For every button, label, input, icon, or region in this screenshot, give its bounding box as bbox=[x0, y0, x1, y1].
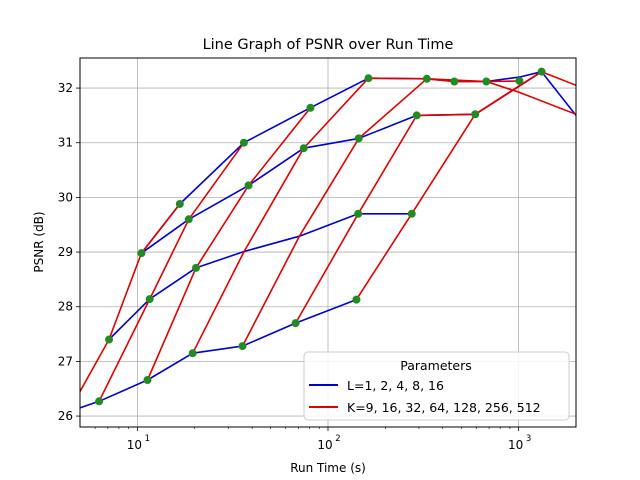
data-point bbox=[143, 375, 152, 384]
legend-label-k: K=9, 16, 32, 64, 128, 256, 512 bbox=[347, 400, 541, 415]
x-axis-label: Run Time (s) bbox=[290, 461, 366, 475]
legend-box bbox=[303, 351, 570, 421]
legend-title: Parameters bbox=[400, 358, 472, 373]
data-point bbox=[145, 295, 154, 304]
x-tick-label: 10 bbox=[127, 438, 142, 452]
y-tick-label: 32 bbox=[58, 81, 73, 95]
x-tick-exponent: 3 bbox=[526, 434, 531, 444]
data-point bbox=[299, 144, 308, 153]
data-point bbox=[184, 215, 193, 224]
data-point bbox=[364, 74, 373, 83]
data-point bbox=[291, 319, 300, 328]
data-point bbox=[306, 103, 315, 112]
data-point bbox=[482, 77, 491, 86]
data-point bbox=[422, 74, 431, 83]
data-point bbox=[471, 110, 480, 119]
data-point bbox=[515, 76, 524, 85]
series-line-k-4 bbox=[80, 203, 181, 392]
x-axis-ticks: 10 1 10 2 10 3 bbox=[94, 427, 531, 452]
x-tick-exponent: 1 bbox=[145, 434, 150, 444]
data-point bbox=[352, 295, 361, 304]
series-line-k-9 bbox=[294, 70, 576, 324]
data-point bbox=[175, 199, 184, 208]
data-point bbox=[407, 209, 416, 218]
data-point bbox=[137, 249, 146, 258]
legend: Parameters L=1, 2, 4, 8, 16 K=9, 16, 32,… bbox=[303, 351, 570, 421]
series-line-k-8 bbox=[241, 78, 576, 347]
series-line-k-6 bbox=[146, 107, 312, 381]
data-point bbox=[191, 263, 200, 272]
data-point bbox=[412, 111, 421, 120]
data-point bbox=[239, 138, 248, 147]
data-point bbox=[537, 67, 546, 76]
data-point bbox=[105, 335, 114, 344]
data-point bbox=[95, 397, 104, 406]
y-tick-label: 30 bbox=[58, 190, 73, 204]
y-axis-label: PSNR (dB) bbox=[32, 211, 46, 272]
data-point bbox=[238, 342, 247, 351]
legend-label-l: L=1, 2, 4, 8, 16 bbox=[347, 378, 444, 393]
series-line-k-5 bbox=[98, 142, 245, 402]
x-tick-exponent: 2 bbox=[335, 434, 340, 444]
data-point bbox=[188, 349, 197, 358]
data-point bbox=[354, 209, 363, 218]
y-tick-label: 29 bbox=[58, 245, 73, 259]
data-point bbox=[244, 181, 253, 190]
series-line-k-10 bbox=[355, 71, 543, 301]
data-markers bbox=[95, 67, 546, 406]
data-point bbox=[354, 134, 363, 143]
data-point bbox=[450, 77, 459, 86]
y-tick-label: 31 bbox=[58, 136, 73, 150]
x-tick-label: 10 bbox=[317, 438, 332, 452]
y-tick-label: 28 bbox=[58, 300, 73, 314]
chart-title: Line Graph of PSNR over Run Time bbox=[203, 37, 454, 53]
y-axis-ticks: 26 27 28 29 30 31 32 bbox=[58, 81, 80, 423]
x-tick-label: 10 bbox=[508, 438, 523, 452]
y-tick-label: 26 bbox=[58, 409, 73, 423]
y-tick-label: 27 bbox=[58, 354, 73, 368]
